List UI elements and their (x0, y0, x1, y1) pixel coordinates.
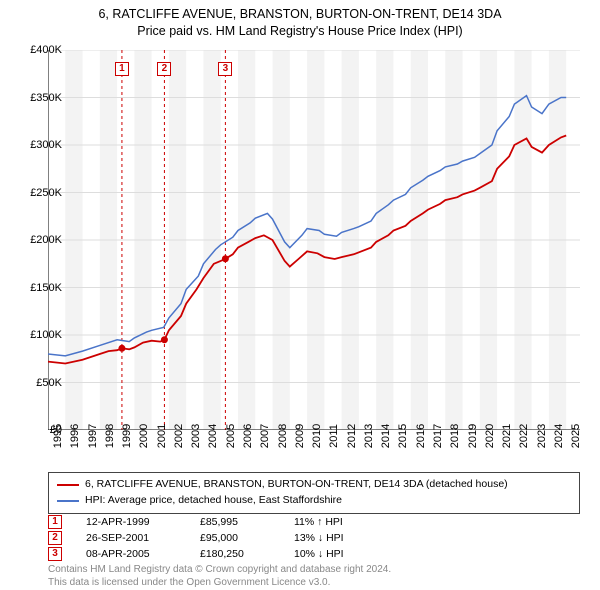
sale-marker-icon: 2 (48, 531, 62, 545)
sale-marker-icon: 1 (48, 515, 62, 529)
legend-label-hpi: HPI: Average price, detached house, East… (85, 493, 342, 509)
x-tick-label: 2003 (190, 424, 202, 448)
x-tick-label: 2012 (346, 424, 358, 448)
legend-swatch-hpi (57, 500, 79, 502)
y-tick-label: £200K (18, 234, 62, 246)
footer-attribution: Contains HM Land Registry data © Crown c… (48, 564, 580, 589)
legend-item-property: 6, RATCLIFFE AVENUE, BRANSTON, BURTON-ON… (57, 477, 571, 493)
x-tick-label: 2016 (415, 424, 427, 448)
sale-date: 12-APR-1999 (86, 516, 176, 528)
x-tick-label: 2014 (380, 424, 392, 448)
sale-marker-icon: 1 (115, 62, 129, 76)
x-tick-label: 1998 (104, 424, 116, 448)
sale-price: £85,995 (200, 516, 270, 528)
sale-row: 1 12-APR-1999 £85,995 11% ↑ HPI (48, 514, 580, 530)
x-tick-label: 2021 (501, 424, 513, 448)
y-tick-label: £50K (18, 377, 62, 389)
x-tick-label: 2023 (536, 424, 548, 448)
x-tick-label: 2009 (294, 424, 306, 448)
x-tick-label: 2000 (138, 424, 150, 448)
x-tick-label: 2017 (432, 424, 444, 448)
footer-line-1: Contains HM Land Registry data © Crown c… (48, 564, 580, 577)
sale-row: 3 08-APR-2005 £180,250 10% ↓ HPI (48, 546, 580, 562)
title-line-1: 6, RATCLIFFE AVENUE, BRANSTON, BURTON-ON… (10, 6, 590, 23)
y-tick-label: £150K (18, 282, 62, 294)
x-tick-label: 2002 (173, 424, 185, 448)
line-chart (48, 50, 580, 430)
x-tick-label: 2022 (518, 424, 530, 448)
sale-price: £180,250 (200, 548, 270, 560)
x-tick-label: 2015 (397, 424, 409, 448)
sale-row: 2 26-SEP-2001 £95,000 13% ↓ HPI (48, 530, 580, 546)
x-tick-label: 2010 (311, 424, 323, 448)
x-tick-label: 1997 (87, 424, 99, 448)
x-tick-label: 1996 (69, 424, 81, 448)
chart-area (48, 50, 580, 430)
sale-marker-icon: 3 (218, 62, 232, 76)
sale-pct: 11% ↑ HPI (294, 516, 384, 528)
footer-line-2: This data is licensed under the Open Gov… (48, 577, 580, 590)
x-tick-label: 2006 (242, 424, 254, 448)
x-tick-label: 2007 (259, 424, 271, 448)
sale-marker-icon: 3 (48, 547, 62, 561)
y-tick-label: £100K (18, 329, 62, 341)
sale-date: 26-SEP-2001 (86, 532, 176, 544)
legend-item-hpi: HPI: Average price, detached house, East… (57, 493, 571, 509)
x-tick-label: 2008 (277, 424, 289, 448)
title-line-2: Price paid vs. HM Land Registry's House … (10, 23, 590, 40)
legend: 6, RATCLIFFE AVENUE, BRANSTON, BURTON-ON… (48, 472, 580, 514)
x-tick-label: 2004 (207, 424, 219, 448)
x-tick-label: 2025 (570, 424, 582, 448)
x-tick-label: 2020 (484, 424, 496, 448)
sale-date: 08-APR-2005 (86, 548, 176, 560)
x-tick-label: 2018 (449, 424, 461, 448)
x-tick-label: 2019 (467, 424, 479, 448)
legend-swatch-property (57, 484, 79, 486)
sale-price: £95,000 (200, 532, 270, 544)
y-tick-label: £300K (18, 139, 62, 151)
x-tick-label: 2024 (553, 424, 565, 448)
x-tick-label: 2005 (225, 424, 237, 448)
x-tick-label: 1999 (121, 424, 133, 448)
y-tick-label: £350K (18, 92, 62, 104)
x-tick-label: 2013 (363, 424, 375, 448)
x-tick-label: 2011 (328, 424, 340, 448)
sale-marker-icon: 2 (157, 62, 171, 76)
x-tick-label: 1995 (52, 424, 64, 448)
y-tick-label: £250K (18, 187, 62, 199)
x-tick-label: 2001 (156, 424, 168, 448)
y-tick-label: £400K (18, 44, 62, 56)
sales-table: 1 12-APR-1999 £85,995 11% ↑ HPI 2 26-SEP… (48, 514, 580, 562)
chart-title-block: 6, RATCLIFFE AVENUE, BRANSTON, BURTON-ON… (0, 0, 600, 42)
sale-pct: 13% ↓ HPI (294, 532, 384, 544)
legend-label-property: 6, RATCLIFFE AVENUE, BRANSTON, BURTON-ON… (85, 477, 508, 493)
sale-pct: 10% ↓ HPI (294, 548, 384, 560)
